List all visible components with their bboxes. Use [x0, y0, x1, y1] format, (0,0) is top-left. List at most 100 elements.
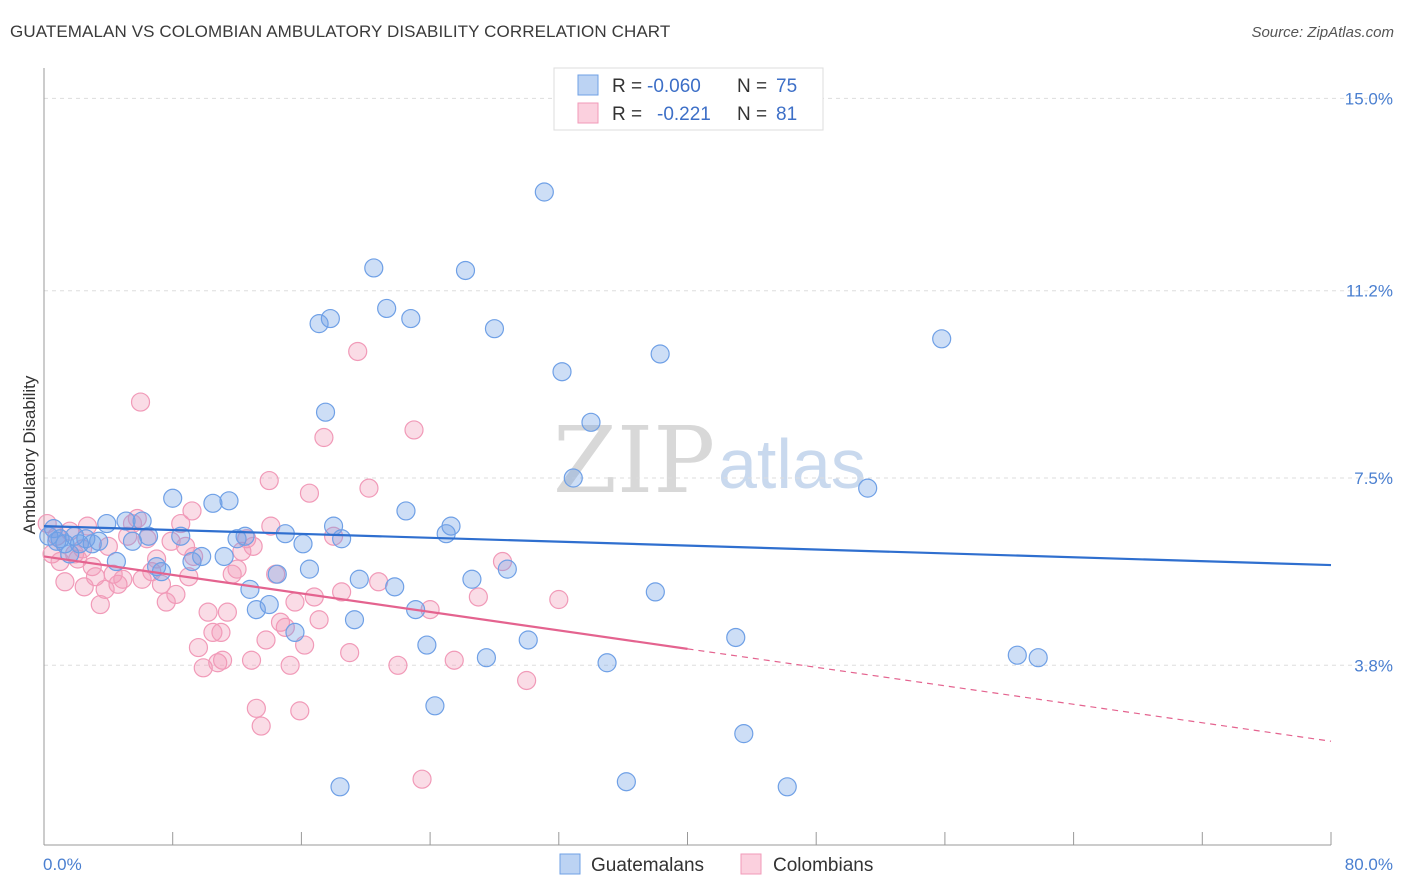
- colombian-point: [348, 341, 368, 362]
- x-tick-label-max: 80.0%: [1345, 855, 1393, 874]
- colombian-point: [388, 655, 408, 675]
- guatemalan-point: [534, 182, 554, 202]
- legend-n-value-guatemalans: 75: [776, 76, 797, 97]
- guatemalan-point: [385, 577, 405, 597]
- legend-n-value-colombians: 81: [776, 104, 797, 125]
- bottom-legend-colombians: Colombians: [773, 855, 873, 876]
- guatemalan-point: [597, 653, 617, 673]
- colombian-point: [55, 572, 75, 592]
- gridlines: [44, 97, 1392, 666]
- colombian-point: [212, 650, 233, 670]
- trend-lines: [43, 525, 1332, 742]
- guatemalan-point: [377, 298, 397, 319]
- guatemalan-point: [122, 531, 143, 551]
- bottom-legend-swatch-guatemalans: [559, 853, 581, 875]
- colombian-point: [517, 670, 537, 691]
- legend-box: [553, 67, 824, 131]
- colombians-trend-dashed: [687, 648, 1332, 742]
- guatemalan-point: [203, 493, 223, 513]
- legend-r-label: R =: [612, 76, 642, 97]
- colombian-point: [147, 549, 167, 569]
- colombian-point: [256, 630, 276, 650]
- guatemalan-point: [726, 627, 746, 648]
- guatemalan-point: [192, 546, 212, 567]
- guatemalan-point: [219, 491, 239, 511]
- guatemalan-point: [364, 258, 384, 278]
- colombian-point: [113, 569, 133, 589]
- guatemalan-point: [332, 529, 352, 549]
- colombian-point: [275, 617, 295, 637]
- y-tick-label: 3.8%: [1354, 656, 1393, 675]
- bottom-legend-guatemalans: Guatemalans: [591, 855, 704, 876]
- guatemalan-point: [309, 314, 329, 334]
- guatemalan-point: [616, 772, 636, 792]
- y-tick-label: 7.5%: [1354, 469, 1393, 488]
- bottom-legend-swatch-colombians: [740, 853, 762, 875]
- guatemalan-point: [235, 526, 255, 546]
- legend-n-label: N =: [737, 76, 767, 97]
- x-tick-label-min: 0.0%: [43, 855, 82, 874]
- colombian-point: [369, 572, 389, 592]
- guatemalan-point: [476, 648, 497, 668]
- y-tick-label: 11.2%: [1346, 282, 1393, 301]
- legend-r-value-colombians: -0.221: [657, 104, 711, 125]
- colombian-point: [130, 392, 151, 412]
- colombian-point: [295, 635, 315, 655]
- guatemalans-points: [39, 182, 1048, 797]
- legend-r-value-guatemalans: -0.060: [647, 76, 701, 97]
- colombian-point: [161, 531, 181, 551]
- colombian-point: [166, 584, 186, 605]
- colombian-point: [309, 610, 329, 630]
- legend-r-label: R =: [612, 104, 642, 125]
- guatemalan-point: [484, 319, 505, 339]
- guatemalan-point: [417, 635, 437, 655]
- guatemalan-point: [89, 531, 109, 551]
- guatemalan-point: [171, 526, 191, 546]
- legend-swatch-colombians: [577, 102, 599, 124]
- colombian-point: [299, 483, 320, 503]
- colombian-point: [203, 622, 223, 643]
- colombians-trend-solid: [43, 555, 688, 650]
- guatemalan-point: [401, 308, 421, 329]
- guatemalan-point: [441, 516, 461, 536]
- guatemalan-point: [116, 511, 136, 531]
- colombian-point: [182, 501, 202, 521]
- guatemalan-point: [932, 329, 952, 349]
- colombian-point: [251, 716, 271, 736]
- colombian-point: [188, 637, 209, 658]
- guatemalan-point: [214, 546, 234, 567]
- colombian-point: [314, 427, 334, 448]
- guatemalan-point: [344, 610, 365, 630]
- colombian-point: [290, 701, 310, 721]
- colombian-point: [359, 478, 379, 498]
- guatemalan-point: [320, 308, 340, 329]
- chart-title: GUATEMALAN VS COLOMBIAN AMBULATORY DISAB…: [10, 22, 671, 41]
- correlation-legend: R = -0.060 N = 75 R = -0.221 N = 81: [553, 67, 824, 131]
- guatemalan-point: [645, 582, 665, 602]
- colombian-point: [259, 470, 279, 491]
- colombian-point: [246, 698, 266, 718]
- guatemalan-point: [285, 622, 305, 643]
- guatemalan-point: [182, 551, 202, 572]
- guatemalan-point: [267, 564, 287, 584]
- guatemalan-point: [552, 362, 572, 382]
- watermark-atlas: atlas: [718, 425, 866, 503]
- guatemalan-point: [581, 412, 601, 432]
- watermark-zip: ZIP: [553, 407, 715, 514]
- colombian-point: [227, 559, 247, 579]
- legend-n-label: N =: [737, 104, 767, 125]
- guatemalan-point: [315, 402, 336, 422]
- colombian-point: [332, 582, 352, 602]
- colombian-point: [95, 579, 115, 599]
- colombian-point: [404, 420, 424, 440]
- colombian-point: [444, 650, 464, 670]
- guatemalan-point: [518, 630, 538, 650]
- y-tick-labels: 3.8% 7.5% 11.2% 15.0%: [1345, 89, 1393, 675]
- guatemalan-point: [259, 594, 279, 615]
- colombian-point: [468, 587, 488, 607]
- colombian-point: [340, 643, 360, 663]
- y-tick-label: 15.0%: [1345, 89, 1393, 108]
- guatemalan-point: [563, 468, 583, 488]
- guatemalan-point: [777, 777, 797, 797]
- guatemalan-point: [734, 724, 754, 744]
